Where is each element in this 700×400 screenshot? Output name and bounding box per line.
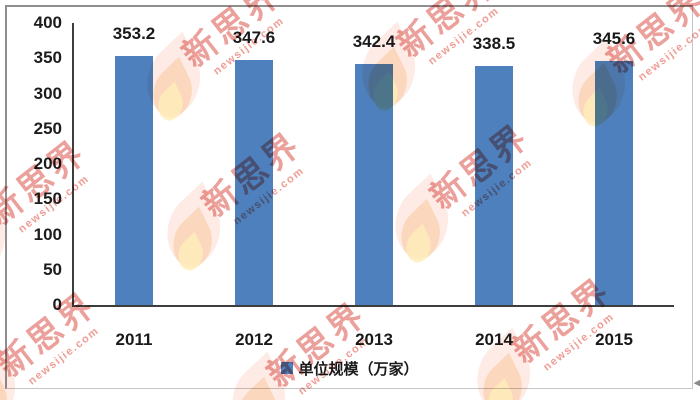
x-tick-label: 2013 <box>355 330 393 349</box>
y-tick-label: 300 <box>33 83 62 103</box>
bar-column: 347.6 <box>194 23 314 305</box>
bar-value-label: 345.6 <box>592 29 636 48</box>
bar <box>595 61 633 305</box>
x-tick-label: 2014 <box>475 330 513 349</box>
bar-column: 345.6 <box>554 23 674 305</box>
y-tick-label: 200 <box>33 154 62 173</box>
y-tick-label: 350 <box>33 48 62 68</box>
y-tick-label: 0 <box>52 295 62 314</box>
y-axis: 400 350 300 250 200 150 100 50 0 <box>14 0 62 400</box>
corner-arrow-icon: ◀ <box>693 377 700 389</box>
bar <box>475 66 513 305</box>
legend-label: 单位规模（万家） <box>298 360 419 378</box>
x-tick-label: 2015 <box>595 330 633 349</box>
y-tick-label: 100 <box>33 224 62 244</box>
bar <box>355 64 393 305</box>
legend: 单位规模（万家） <box>0 356 700 380</box>
bar <box>235 60 273 305</box>
x-axis: 2011 2012 2013 2014 2015 <box>74 330 674 352</box>
y-tick-label: 250 <box>33 118 62 138</box>
bar-column: 353.2 <box>74 23 194 305</box>
bar-value-label: 342.4 <box>352 32 396 51</box>
bar-value-label: 353.2 <box>112 24 156 43</box>
bar <box>115 56 153 305</box>
bar-value-label: 338.5 <box>472 34 516 53</box>
y-tick-label: 150 <box>33 189 62 209</box>
x-tick-label: 2011 <box>115 330 153 349</box>
bar-value-label: 347.6 <box>232 28 276 47</box>
legend-swatch <box>281 362 294 374</box>
bar-column: 342.4 <box>314 23 434 305</box>
plot-area: 353.2 347.6 342.4 338.5 345.6 <box>72 23 674 307</box>
x-tick-label: 2012 <box>235 330 273 349</box>
y-tick-label: 50 <box>43 259 62 279</box>
y-tick-label: 400 <box>33 13 62 32</box>
bar-column: 338.5 <box>434 23 554 305</box>
